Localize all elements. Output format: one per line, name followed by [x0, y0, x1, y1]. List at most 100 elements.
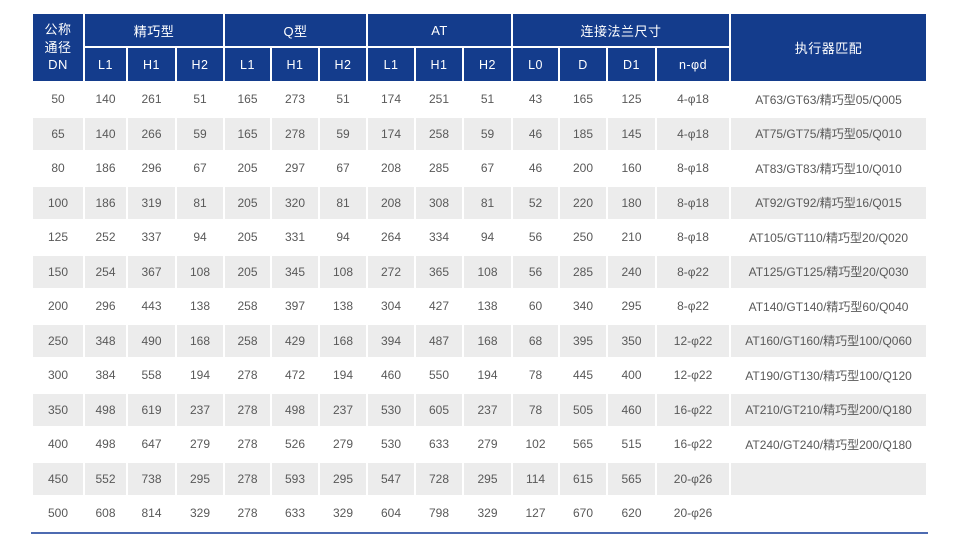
cell-flange-l0: 56 [513, 221, 559, 254]
header-sub-row: L1 H1 H2 L1 H1 H2 L1 H1 H2 L0 D D1 n-φd [33, 48, 926, 81]
cell-compact-h1: 619 [128, 393, 175, 426]
cell-flange-n-phi-d: 20-φ26 [657, 497, 730, 530]
cell-at-l1: 264 [368, 221, 415, 254]
cell-actuator: AT210/GT210/精巧型200/Q180 [731, 393, 927, 426]
cell-q-h2: 279 [320, 428, 367, 461]
header-flange-n-phi-d: n-φd [657, 48, 730, 81]
cell-flange-d1: 295 [608, 290, 656, 323]
cell-q-h2: 237 [320, 393, 367, 426]
cell-at-h1: 633 [416, 428, 463, 461]
table-row: 65 140 266 59 165 278 59 174 258 59 46 185 145 4-φ18 A… [33, 117, 927, 150]
cell-compact-l1: 552 [85, 462, 126, 495]
cell-compact-h2: 329 [177, 497, 223, 530]
cell-compact-h1: 738 [128, 462, 175, 495]
header-at-l1: L1 [368, 48, 415, 81]
cell-compact-l1: 296 [85, 290, 126, 323]
cell-flange-n-phi-d: 8-φ18 [657, 186, 730, 219]
cell-actuator [731, 462, 927, 495]
cell-compact-h1: 337 [128, 221, 175, 254]
cell-q-h2: 329 [320, 497, 367, 530]
table-row: 150 254 367 108 205 345 108 272 365 108 56 285 240 8-… [33, 255, 927, 288]
cell-compact-h1: 814 [128, 497, 175, 530]
cell-flange-d: 395 [560, 324, 607, 357]
cell-at-h2: 138 [464, 290, 512, 323]
table-row: 400 498 647 279 278 526 279 530 633 279 102 565 515 1… [33, 428, 927, 461]
header-at-h1: H1 [416, 48, 463, 81]
cell-flange-d1: 160 [608, 152, 656, 185]
cell-at-h2: 94 [464, 221, 512, 254]
cell-compact-l1: 254 [85, 255, 126, 288]
cell-q-h2: 138 [320, 290, 367, 323]
cell-at-l1: 394 [368, 324, 415, 357]
header-flange-d: D [560, 48, 607, 81]
cell-flange-d1: 145 [608, 117, 656, 150]
cell-flange-d1: 565 [608, 462, 656, 495]
cell-at-l1: 174 [368, 117, 415, 150]
cell-q-l1: 278 [225, 497, 270, 530]
cell-at-h2: 194 [464, 359, 512, 392]
cell-compact-h1: 319 [128, 186, 175, 219]
cell-compact-h1: 261 [128, 83, 175, 116]
cell-flange-n-phi-d: 16-φ22 [657, 393, 730, 426]
cell-compact-h2: 81 [177, 186, 223, 219]
cell-compact-h1: 296 [128, 152, 175, 185]
cell-at-h2: 108 [464, 255, 512, 288]
cell-flange-l0: 56 [513, 255, 559, 288]
cell-flange-d1: 180 [608, 186, 656, 219]
cell-at-l1: 208 [368, 152, 415, 185]
cell-flange-n-phi-d: 4-φ18 [657, 83, 730, 116]
cell-q-h1: 472 [272, 359, 318, 392]
cell-q-h2: 67 [320, 152, 367, 185]
cell-at-h2: 295 [464, 462, 512, 495]
cell-flange-d1: 350 [608, 324, 656, 357]
cell-dn: 250 [33, 324, 83, 357]
cell-at-l1: 604 [368, 497, 415, 530]
cell-q-l1: 278 [225, 462, 270, 495]
cell-at-h1: 427 [416, 290, 463, 323]
cell-q-h2: 194 [320, 359, 367, 392]
cell-at-l1: 530 [368, 428, 415, 461]
cell-dn: 300 [33, 359, 83, 392]
cell-q-h1: 297 [272, 152, 318, 185]
cell-at-h1: 258 [416, 117, 463, 150]
header-actuator-match: 执行器匹配 [731, 14, 927, 81]
cell-compact-l1: 384 [85, 359, 126, 392]
cell-dn: 65 [33, 117, 83, 150]
cell-compact-l1: 140 [85, 117, 126, 150]
header-q-l1: L1 [225, 48, 270, 81]
cell-actuator [731, 497, 927, 530]
cell-q-h1: 278 [272, 117, 318, 150]
cell-flange-d: 185 [560, 117, 607, 150]
cell-flange-l0: 46 [513, 117, 559, 150]
cell-at-h2: 51 [464, 83, 512, 116]
cell-compact-h2: 108 [177, 255, 223, 288]
cell-flange-n-phi-d: 20-φ26 [657, 462, 730, 495]
table-row: 250 348 490 168 258 429 168 394 487 168 68 395 350 12… [33, 324, 927, 357]
cell-actuator: AT240/GT240/精巧型200/Q180 [731, 428, 927, 461]
cell-compact-l1: 252 [85, 221, 126, 254]
cell-at-l1: 547 [368, 462, 415, 495]
cell-at-h1: 728 [416, 462, 463, 495]
table-row: 80 186 296 67 205 297 67 208 285 67 46 200 160 8-φ18 A… [33, 152, 927, 185]
cell-actuator: AT83/GT83/精巧型10/Q010 [731, 152, 927, 185]
cell-flange-d: 200 [560, 152, 607, 185]
cell-actuator: AT160/GT160/精巧型100/Q060 [731, 324, 927, 357]
cell-compact-h2: 51 [177, 83, 223, 116]
cell-flange-d: 615 [560, 462, 607, 495]
table-row: 450 552 738 295 278 593 295 547 728 295 114 615 565 2… [33, 462, 927, 495]
cell-compact-h2: 168 [177, 324, 223, 357]
cell-flange-n-phi-d: 8-φ18 [657, 221, 730, 254]
cell-compact-h1: 647 [128, 428, 175, 461]
cell-at-h1: 550 [416, 359, 463, 392]
cell-dn: 80 [33, 152, 83, 185]
cell-q-h2: 108 [320, 255, 367, 288]
cell-q-h1: 345 [272, 255, 318, 288]
table-row: 125 252 337 94 205 331 94 264 334 94 56 250 210 8-φ18… [33, 221, 927, 254]
cell-q-h1: 397 [272, 290, 318, 323]
cell-at-h1: 285 [416, 152, 463, 185]
cell-flange-d1: 125 [608, 83, 656, 116]
cell-flange-l0: 78 [513, 393, 559, 426]
cell-q-h1: 273 [272, 83, 318, 116]
cell-dn: 150 [33, 255, 83, 288]
header-group-flange-size: 连接法兰尺寸 [513, 14, 730, 46]
